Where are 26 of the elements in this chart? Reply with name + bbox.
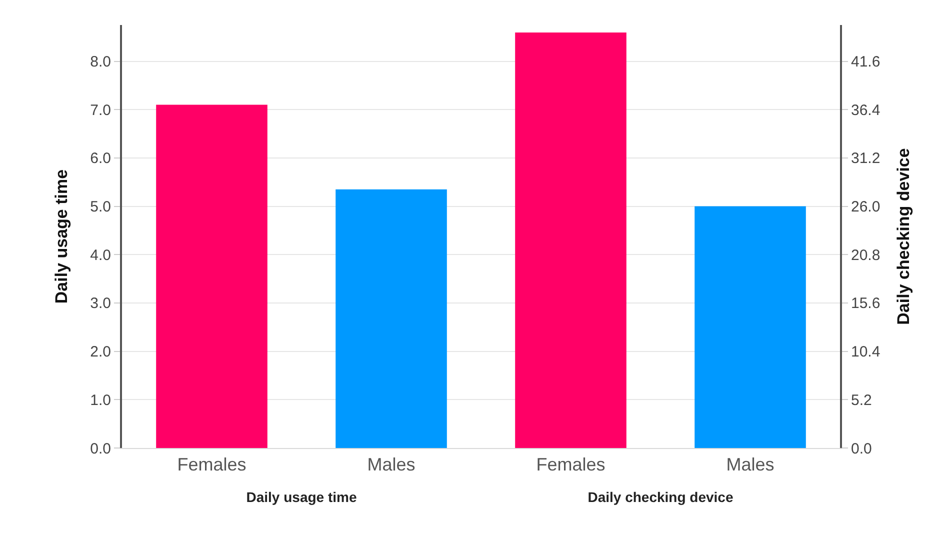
y2-tick-label: 10.4 [851, 344, 880, 361]
x-tick-label: Females [536, 454, 606, 475]
x-axis-title: Daily checking device [588, 488, 734, 505]
y-tick-label: 1.0 [90, 392, 111, 409]
y2-tick-label: 36.4 [851, 102, 880, 119]
x-tick-label: Males [726, 454, 774, 475]
y2-tick-label: 15.6 [851, 295, 880, 312]
y-tick-label: 7.0 [90, 102, 111, 119]
y2-tick-label: 0.0 [851, 440, 872, 458]
y-tick-label: 0.0 [90, 440, 111, 458]
y-tick-label: 2.0 [90, 344, 111, 361]
y2-axis-title: Daily checking device [894, 148, 914, 325]
x-tick-label: Females [177, 454, 246, 475]
y-tick-label: 8.0 [90, 54, 111, 71]
y-axis-title: Daily usage time [52, 169, 72, 304]
y2-tick-label: 5.2 [851, 392, 872, 409]
y2-tick-label: 26.0 [851, 198, 880, 216]
y2-tick-label: 31.2 [851, 150, 880, 168]
y2-tick-label: 41.6 [851, 54, 880, 71]
y-tick-label: 6.0 [90, 150, 111, 168]
x-tick-label: Males [367, 454, 416, 475]
y-tick-label: 3.0 [90, 295, 111, 312]
x-axis-title: Daily usage time [246, 488, 357, 505]
y-tick-label: 5.0 [90, 198, 111, 216]
y2-tick-label: 20.8 [851, 246, 880, 264]
y-tick-label: 4.0 [90, 246, 111, 264]
